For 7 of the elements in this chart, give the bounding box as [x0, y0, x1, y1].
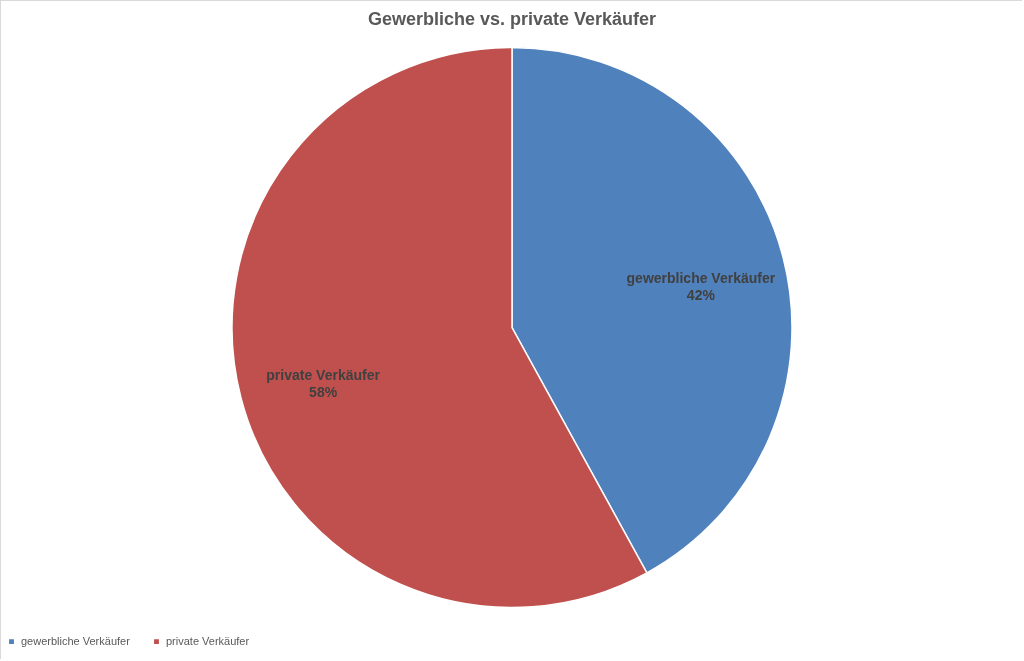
data-label: 42% — [686, 287, 716, 304]
legend-label: gewerbliche Verkäufer — [21, 634, 131, 647]
data-label: 58% — [309, 383, 338, 400]
slice-label: gewerbliche Verkäufer — [626, 270, 776, 287]
slice-label: private Verkäufer — [266, 366, 381, 383]
legend-label: private Verkäufer — [166, 634, 250, 647]
chart-title: Gewerbliche vs. private Verkäufer — [367, 9, 657, 29]
